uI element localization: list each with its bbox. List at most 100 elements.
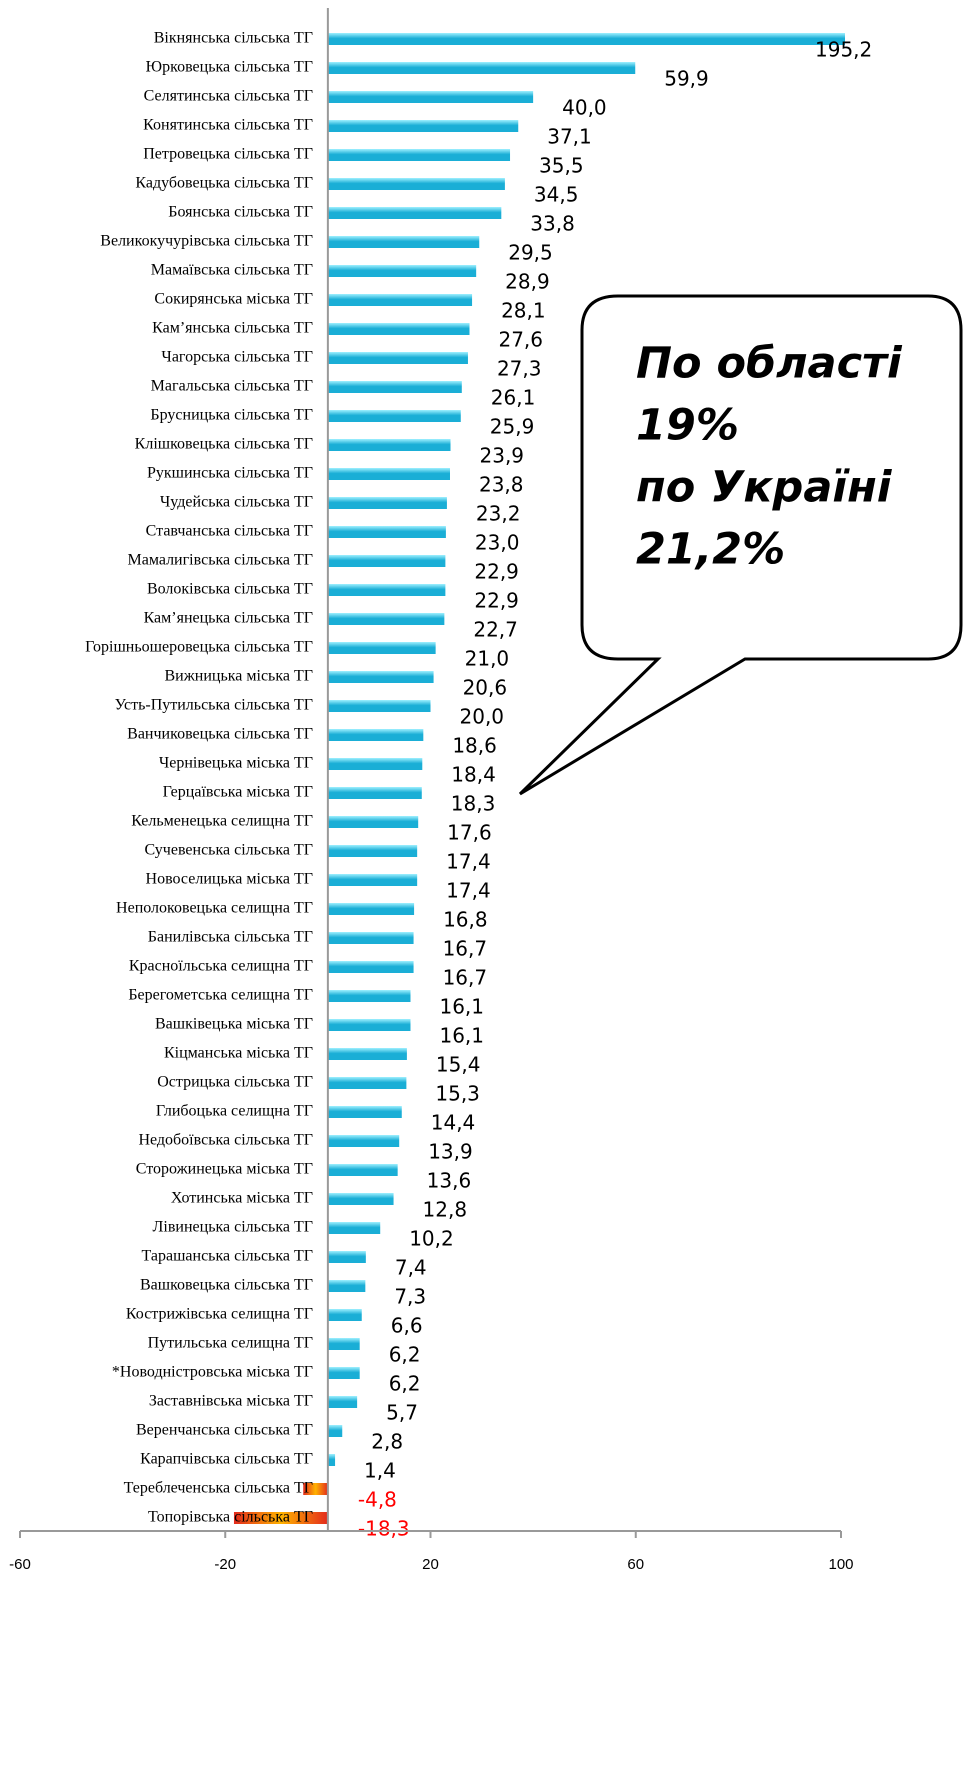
data-label: 28,1	[501, 299, 546, 323]
y-tick-label: Глибоцька селищна ТГ	[156, 1103, 313, 1120]
data-label: 16,7	[443, 966, 488, 990]
data-label: 18,3	[451, 792, 496, 816]
y-tick-label: Усть-Путильська сільська ТГ	[115, 697, 313, 714]
bar	[327, 265, 477, 277]
x-tick-label: 20	[422, 1556, 439, 1573]
data-label: 25,9	[490, 415, 535, 439]
bar	[327, 845, 418, 857]
bar	[303, 1483, 328, 1495]
data-label: -18,3	[358, 1517, 410, 1541]
annotation: 21,2%	[636, 525, 785, 575]
data-label: 22,9	[474, 589, 519, 613]
annotation: по Україні	[636, 463, 893, 513]
data-label: 2,8	[371, 1430, 403, 1454]
bar	[327, 903, 415, 915]
bar	[327, 1309, 362, 1321]
data-label: 37,1	[547, 125, 592, 149]
bar	[327, 613, 445, 625]
data-label: -4,8	[358, 1488, 397, 1512]
data-label: 16,1	[439, 995, 484, 1019]
y-tick-label: Волоківська сільська ТГ	[147, 581, 313, 598]
data-label: 18,4	[451, 763, 496, 787]
y-tick-label: Кадубовецька сільська ТГ	[135, 175, 313, 192]
y-tick-label: Берегометська селищна ТГ	[128, 987, 313, 1004]
data-label: 16,8	[443, 908, 488, 932]
y-tick-label: Вижницька міська ТГ	[164, 668, 313, 685]
bar	[327, 207, 502, 219]
bar	[327, 1338, 360, 1350]
bar	[327, 1077, 407, 1089]
data-label: 40,0	[562, 96, 607, 120]
bar	[327, 91, 534, 103]
data-label: 26,1	[491, 386, 536, 410]
bar	[327, 1019, 411, 1031]
bar	[327, 642, 436, 654]
y-tick-label: Кельменецька селищна ТГ	[131, 813, 313, 830]
data-label: 59,9	[664, 67, 709, 91]
bar	[327, 555, 446, 567]
bar	[327, 526, 446, 538]
data-label: 33,8	[530, 212, 575, 236]
bar	[327, 729, 424, 741]
y-tick-label: Острицька сільська ТГ	[157, 1074, 313, 1091]
callout-bubble	[518, 294, 963, 796]
y-tick-label: Селятинська сільська ТГ	[144, 88, 313, 105]
y-tick-label: Вашківецька міська ТГ	[155, 1016, 313, 1033]
bar	[327, 932, 414, 944]
data-label: 13,6	[427, 1169, 472, 1193]
data-label: 27,6	[498, 328, 543, 352]
bar	[327, 62, 636, 74]
data-label: 20,6	[463, 676, 508, 700]
data-label: 16,1	[439, 1024, 484, 1048]
bar	[327, 439, 451, 451]
bar	[327, 990, 411, 1002]
bar	[327, 497, 447, 509]
data-label: 195,2	[815, 38, 872, 62]
data-label: 22,9	[474, 560, 519, 584]
y-tick-label: Сторожинецька міська ТГ	[136, 1161, 313, 1178]
y-tick-label: Юрковецька сільська ТГ	[146, 59, 313, 76]
y-tick-label: Чудейська сільська ТГ	[160, 494, 313, 511]
bar	[327, 758, 423, 770]
data-label: 23,0	[475, 531, 520, 555]
x-tick-label: -20	[214, 1556, 236, 1573]
y-tick-label: Тарашанська сільська ТГ	[142, 1248, 313, 1265]
bar	[327, 1396, 358, 1408]
data-label: 29,5	[508, 241, 553, 265]
data-label: 6,6	[391, 1314, 423, 1338]
bar	[327, 700, 431, 712]
x-tick-label: 60	[627, 1556, 644, 1573]
data-label: 23,2	[476, 502, 521, 526]
bar	[327, 787, 422, 799]
y-tick-label: Кострижівська селищна ТГ	[126, 1306, 313, 1323]
bar	[327, 149, 511, 161]
y-tick-label: Великокучурівська сільська ТГ	[100, 233, 313, 250]
y-tick-label: Красноїльська селищна ТГ	[129, 958, 313, 975]
y-tick-label: Кіцманська міська ТГ	[164, 1045, 313, 1062]
y-tick-label: Ванчиковецька сільська ТГ	[127, 726, 313, 743]
y-tick-label: Брусницька сільська ТГ	[150, 407, 313, 424]
data-label: 15,3	[435, 1082, 480, 1106]
y-tick-label: Банилівська сільська ТГ	[148, 929, 313, 946]
y-tick-label: Конятинська сільська ТГ	[143, 117, 313, 134]
y-tick-label: Чагорська сільська ТГ	[161, 349, 313, 366]
bar	[327, 1222, 381, 1234]
data-label: 17,4	[446, 879, 491, 903]
y-tick-label: Герцаївська міська ТГ	[163, 784, 313, 801]
data-label: 15,4	[436, 1053, 481, 1077]
y-tick-label: Кам’янецька сільська ТГ	[144, 610, 313, 627]
bar	[327, 468, 450, 480]
bar	[327, 1425, 343, 1437]
x-tick-label: 100	[828, 1556, 853, 1573]
data-label: 22,7	[473, 618, 518, 642]
bar	[327, 323, 470, 335]
y-tick-label: Тереблеченська сільська ТГ	[124, 1480, 313, 1497]
data-label: 20,0	[460, 705, 505, 729]
bar	[327, 294, 473, 306]
data-label: 12,8	[423, 1198, 468, 1222]
y-tick-label: Сокирянська міська ТГ	[154, 291, 313, 308]
bar	[327, 1106, 402, 1118]
bar	[327, 1454, 336, 1466]
